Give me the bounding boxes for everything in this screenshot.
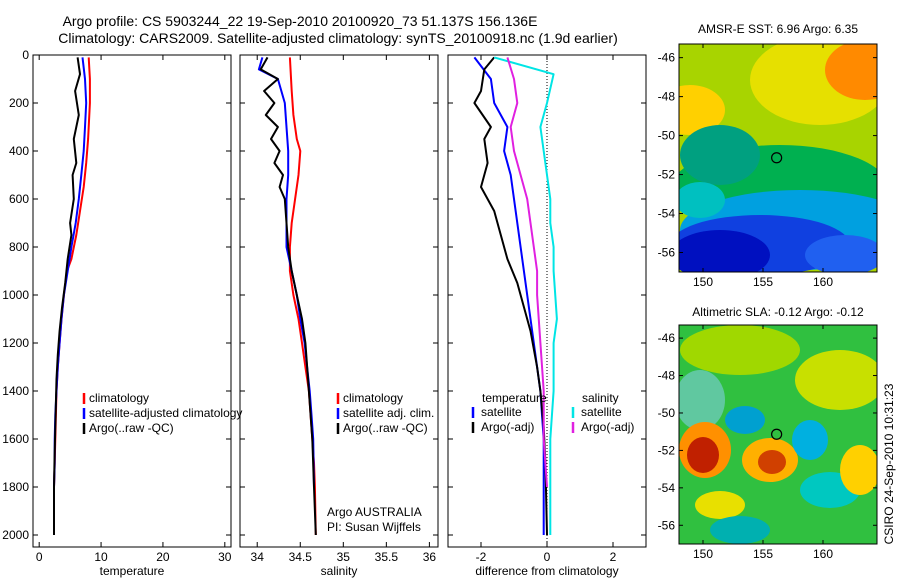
annotation-line2: PI: Susan Wijffels — [327, 520, 421, 534]
depth-tick: 200 — [9, 96, 29, 110]
sst-map: 150 155 160 -46 -48 -50 -52 -54 -56 — [658, 43, 878, 289]
temperature-series-2 — [53, 57, 81, 535]
difference-x-tick: 2 — [610, 550, 617, 564]
legend-entry: climatology — [89, 391, 149, 405]
difference-series-2 — [493, 56, 558, 535]
map-y-tick: -46 — [658, 331, 676, 345]
map-y-tick: -56 — [658, 518, 676, 532]
map-y-tick: -46 — [658, 51, 676, 65]
depth-tick: 400 — [9, 144, 29, 158]
depth-tick: 1200 — [2, 336, 29, 350]
map-y-tick: -48 — [658, 369, 676, 383]
temperature-panel: 0 10 20 30 0 200 400 600 800 1000 1200 1400 1600 1800… — [2, 48, 242, 578]
depth-tick: 1600 — [2, 432, 29, 446]
temperature-x-tick: 0 — [36, 550, 43, 564]
legend-entry: Argo(-adj) — [581, 420, 634, 434]
title-line2: Climatology: CARS2009. Satellite-adjuste… — [58, 30, 618, 46]
annotation-line1: Argo AUSTRALIA — [327, 505, 422, 519]
map-y-tick: -48 — [658, 90, 676, 104]
depth-tick: 1400 — [2, 384, 29, 398]
sst-map-title: AMSR-E SST: 6.96 Argo: 6.35 — [698, 22, 858, 36]
map-y-tick: -54 — [658, 481, 676, 495]
map-x-tick: 155 — [753, 275, 773, 289]
salinity-series-0 — [288, 57, 317, 536]
legend-entry: satellite — [581, 405, 622, 419]
legend-entry: satellite adj. clim. — [343, 406, 434, 420]
sla-map-title: Altimetric SLA: -0.12 Argo: -0.12 — [692, 305, 864, 319]
salinity-plot-frame — [239, 54, 439, 548]
salinity-x-tick: 34 — [251, 550, 265, 564]
map-y-tick: -54 — [658, 207, 676, 221]
salinity-x-tick: 36 — [423, 550, 437, 564]
temperature-x-label: temperature — [100, 564, 165, 578]
temperature-x-tick: 20 — [156, 550, 170, 564]
depth-tick: 0 — [22, 48, 29, 62]
argo-location-marker — [771, 152, 783, 164]
salinity-x-tick: 34.5 — [289, 550, 313, 564]
salinity-series-2 — [259, 56, 317, 536]
legend-entry: Argo(..raw -QC) — [89, 421, 174, 435]
salinity-x-tick: 35.5 — [375, 550, 399, 564]
temperature-series-1 — [53, 57, 88, 535]
map-x-tick: 150 — [693, 275, 713, 289]
map-x-tick: 150 — [693, 547, 713, 561]
depth-tick: 1000 — [2, 288, 29, 302]
legend-entry: satellite-adjusted climatology — [89, 406, 242, 420]
map-y-tick: -50 — [658, 129, 676, 143]
legend-entry: Argo(..raw -QC) — [343, 421, 428, 435]
legend-header-temperature: temperature — [482, 391, 547, 405]
map-y-tick: -52 — [658, 168, 676, 182]
title-line1: Argo profile: CS 5903244_22 19-Sep-2010 … — [63, 13, 538, 29]
sla-map: 150 155 160 -46 -48 -50 -52 -54 -56 — [658, 324, 878, 561]
legend-entry: Argo(-adj) — [481, 420, 534, 434]
depth-tick: 600 — [9, 192, 29, 206]
salinity-panel: 34 34.5 35 35.5 36 salinity climatologysatelli… — [239, 54, 439, 578]
depth-tick: 1800 — [2, 480, 29, 494]
legend-entry: satellite — [481, 405, 522, 419]
argo-location-marker — [771, 428, 783, 440]
difference-x-label: difference from climatology — [475, 564, 618, 578]
map-x-tick: 160 — [813, 275, 833, 289]
map-x-tick: 155 — [753, 547, 773, 561]
difference-series-3 — [506, 57, 548, 488]
salinity-x-label: salinity — [321, 564, 358, 578]
salinity-series-1 — [257, 57, 315, 488]
difference-series-0 — [473, 56, 545, 535]
temperature-x-tick: 10 — [94, 550, 108, 564]
legend-header-salinity: salinity — [582, 391, 619, 405]
legend-entry: climatology — [343, 391, 403, 405]
difference-x-tick: 0 — [544, 550, 551, 564]
map-y-tick: -52 — [658, 443, 676, 457]
map-x-tick: 160 — [813, 547, 833, 561]
difference-x-tick: -2 — [476, 550, 487, 564]
temperature-x-tick: 30 — [218, 550, 232, 564]
temperature-plot-frame — [32, 54, 232, 548]
credit-text: CSIRO 24-Sep-2010 10:31:23 — [882, 383, 896, 544]
map-y-tick: -56 — [658, 246, 676, 260]
depth-tick: 800 — [9, 240, 29, 254]
difference-series-1 — [473, 56, 548, 536]
salinity-x-tick: 35 — [337, 550, 351, 564]
depth-tick: 2000 — [2, 528, 29, 542]
map-y-tick: -50 — [658, 406, 676, 420]
